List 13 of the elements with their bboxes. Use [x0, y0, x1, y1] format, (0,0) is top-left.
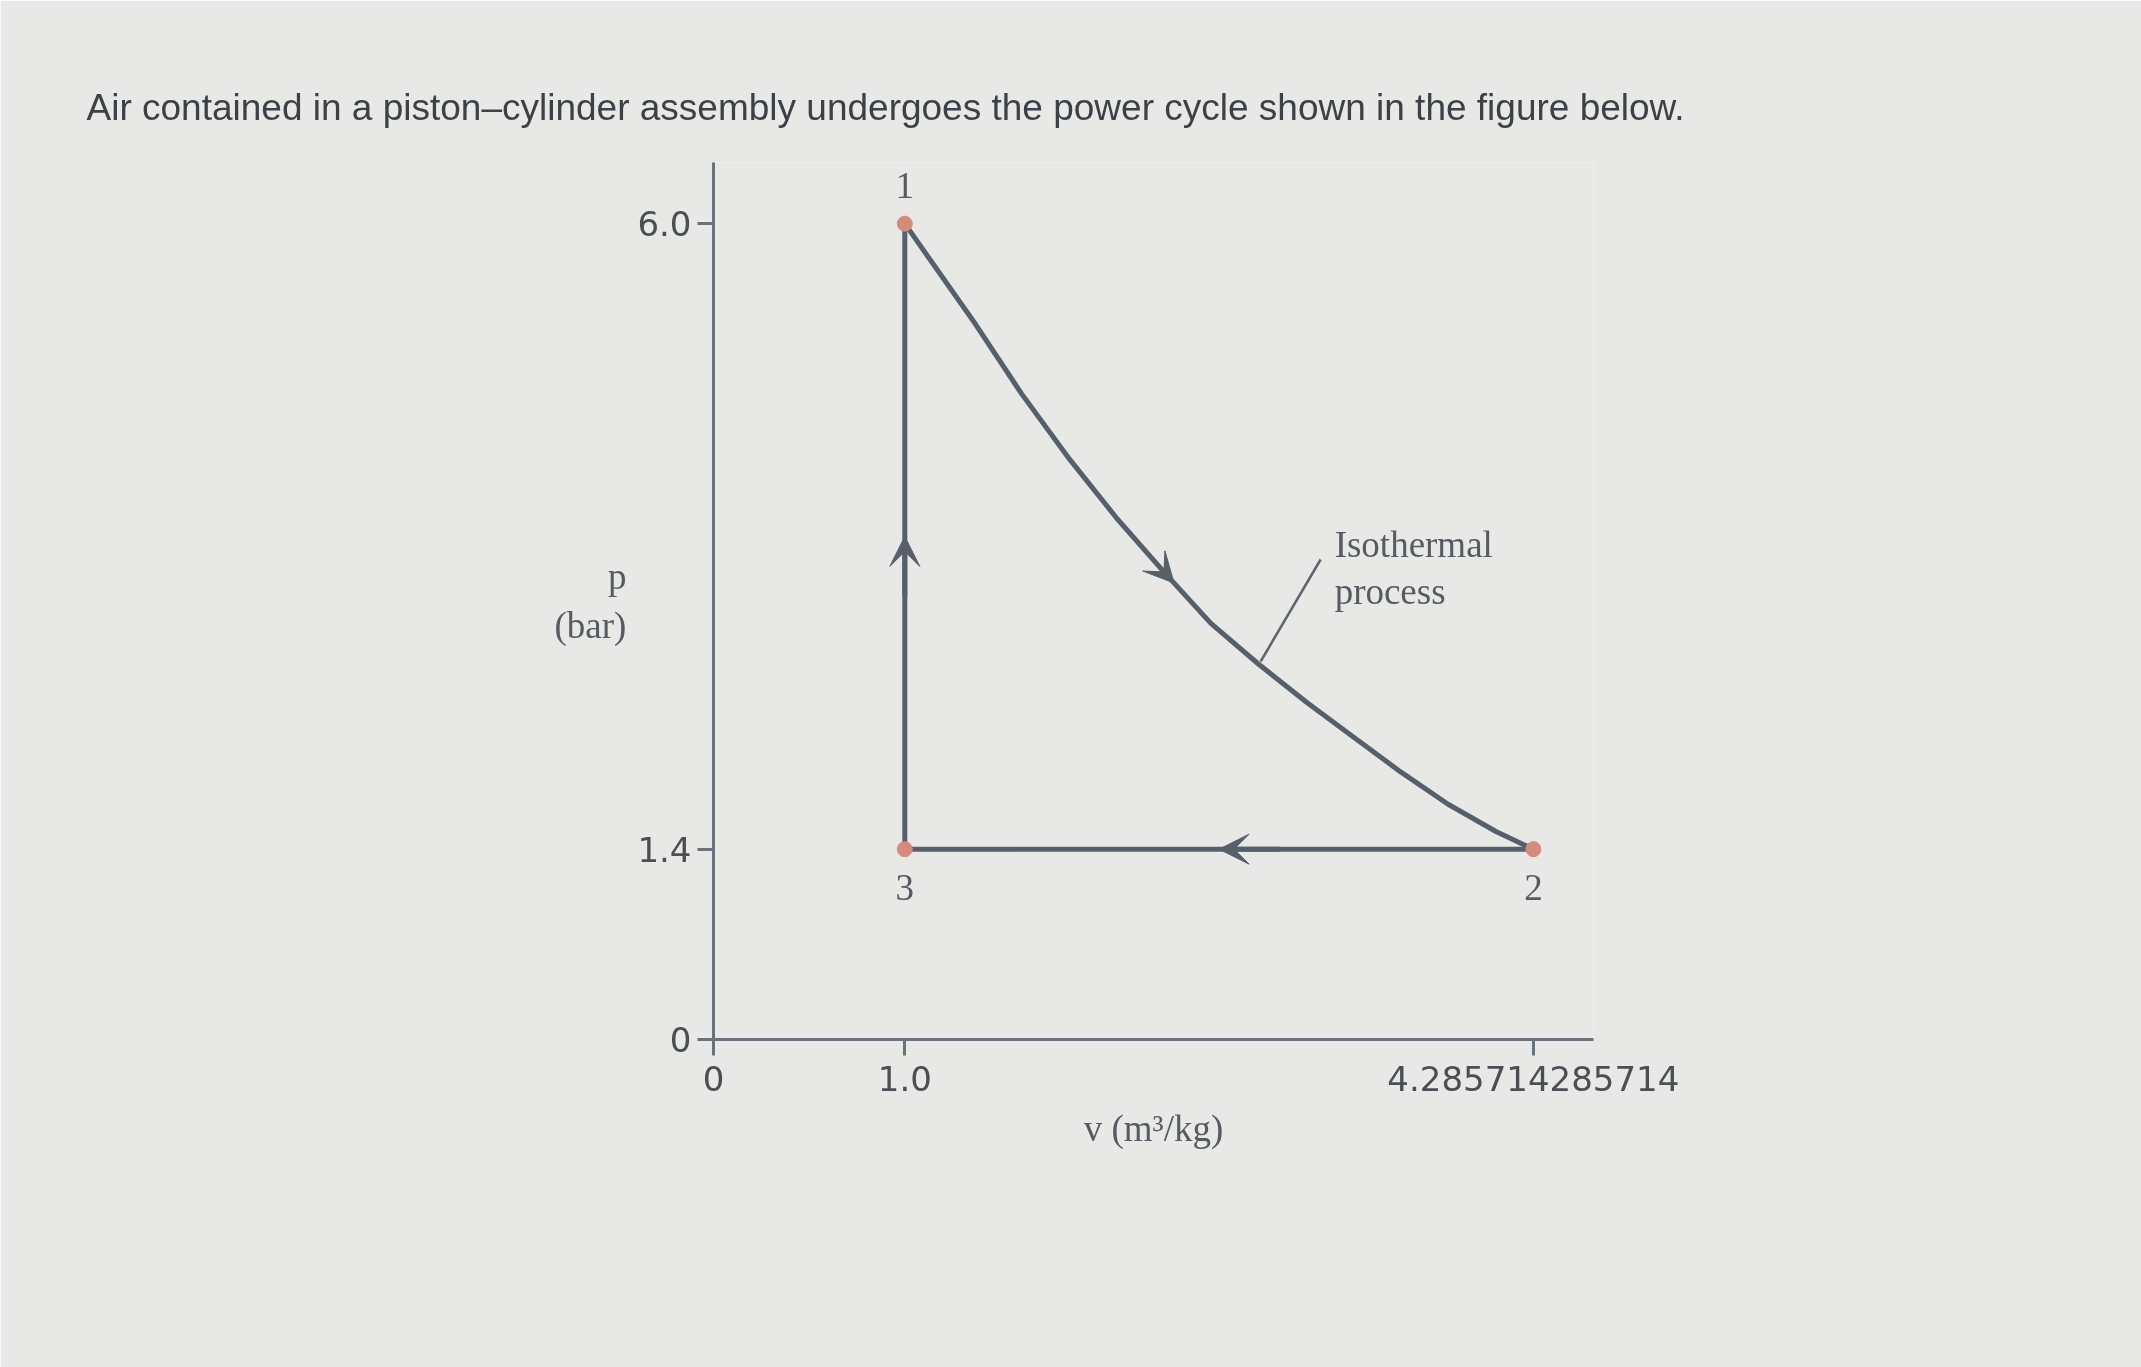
x-tick-label: 0: [702, 1058, 725, 1099]
annotation: 3: [895, 866, 915, 908]
annotation: 1: [895, 165, 915, 207]
annotation: 2: [1524, 866, 1543, 908]
x-tick-label: 4.285714285714: [1387, 1058, 1680, 1099]
chart-title: Air contained in a piston–cylinder assembly undergoes the power cycle shown in the figure below.: [86, 86, 1685, 128]
y-tick-label: 6.0: [637, 204, 692, 245]
y-tick-label: 0: [669, 1020, 692, 1060]
y-axis-title: p (bar): [554, 555, 627, 648]
annotation: Isothermal process: [1334, 523, 1493, 612]
x-tick-label: 1.0: [877, 1058, 932, 1099]
x-axis-title: v (m³/kg): [1083, 1107, 1224, 1150]
y-tick-label: 1.4: [637, 829, 692, 870]
